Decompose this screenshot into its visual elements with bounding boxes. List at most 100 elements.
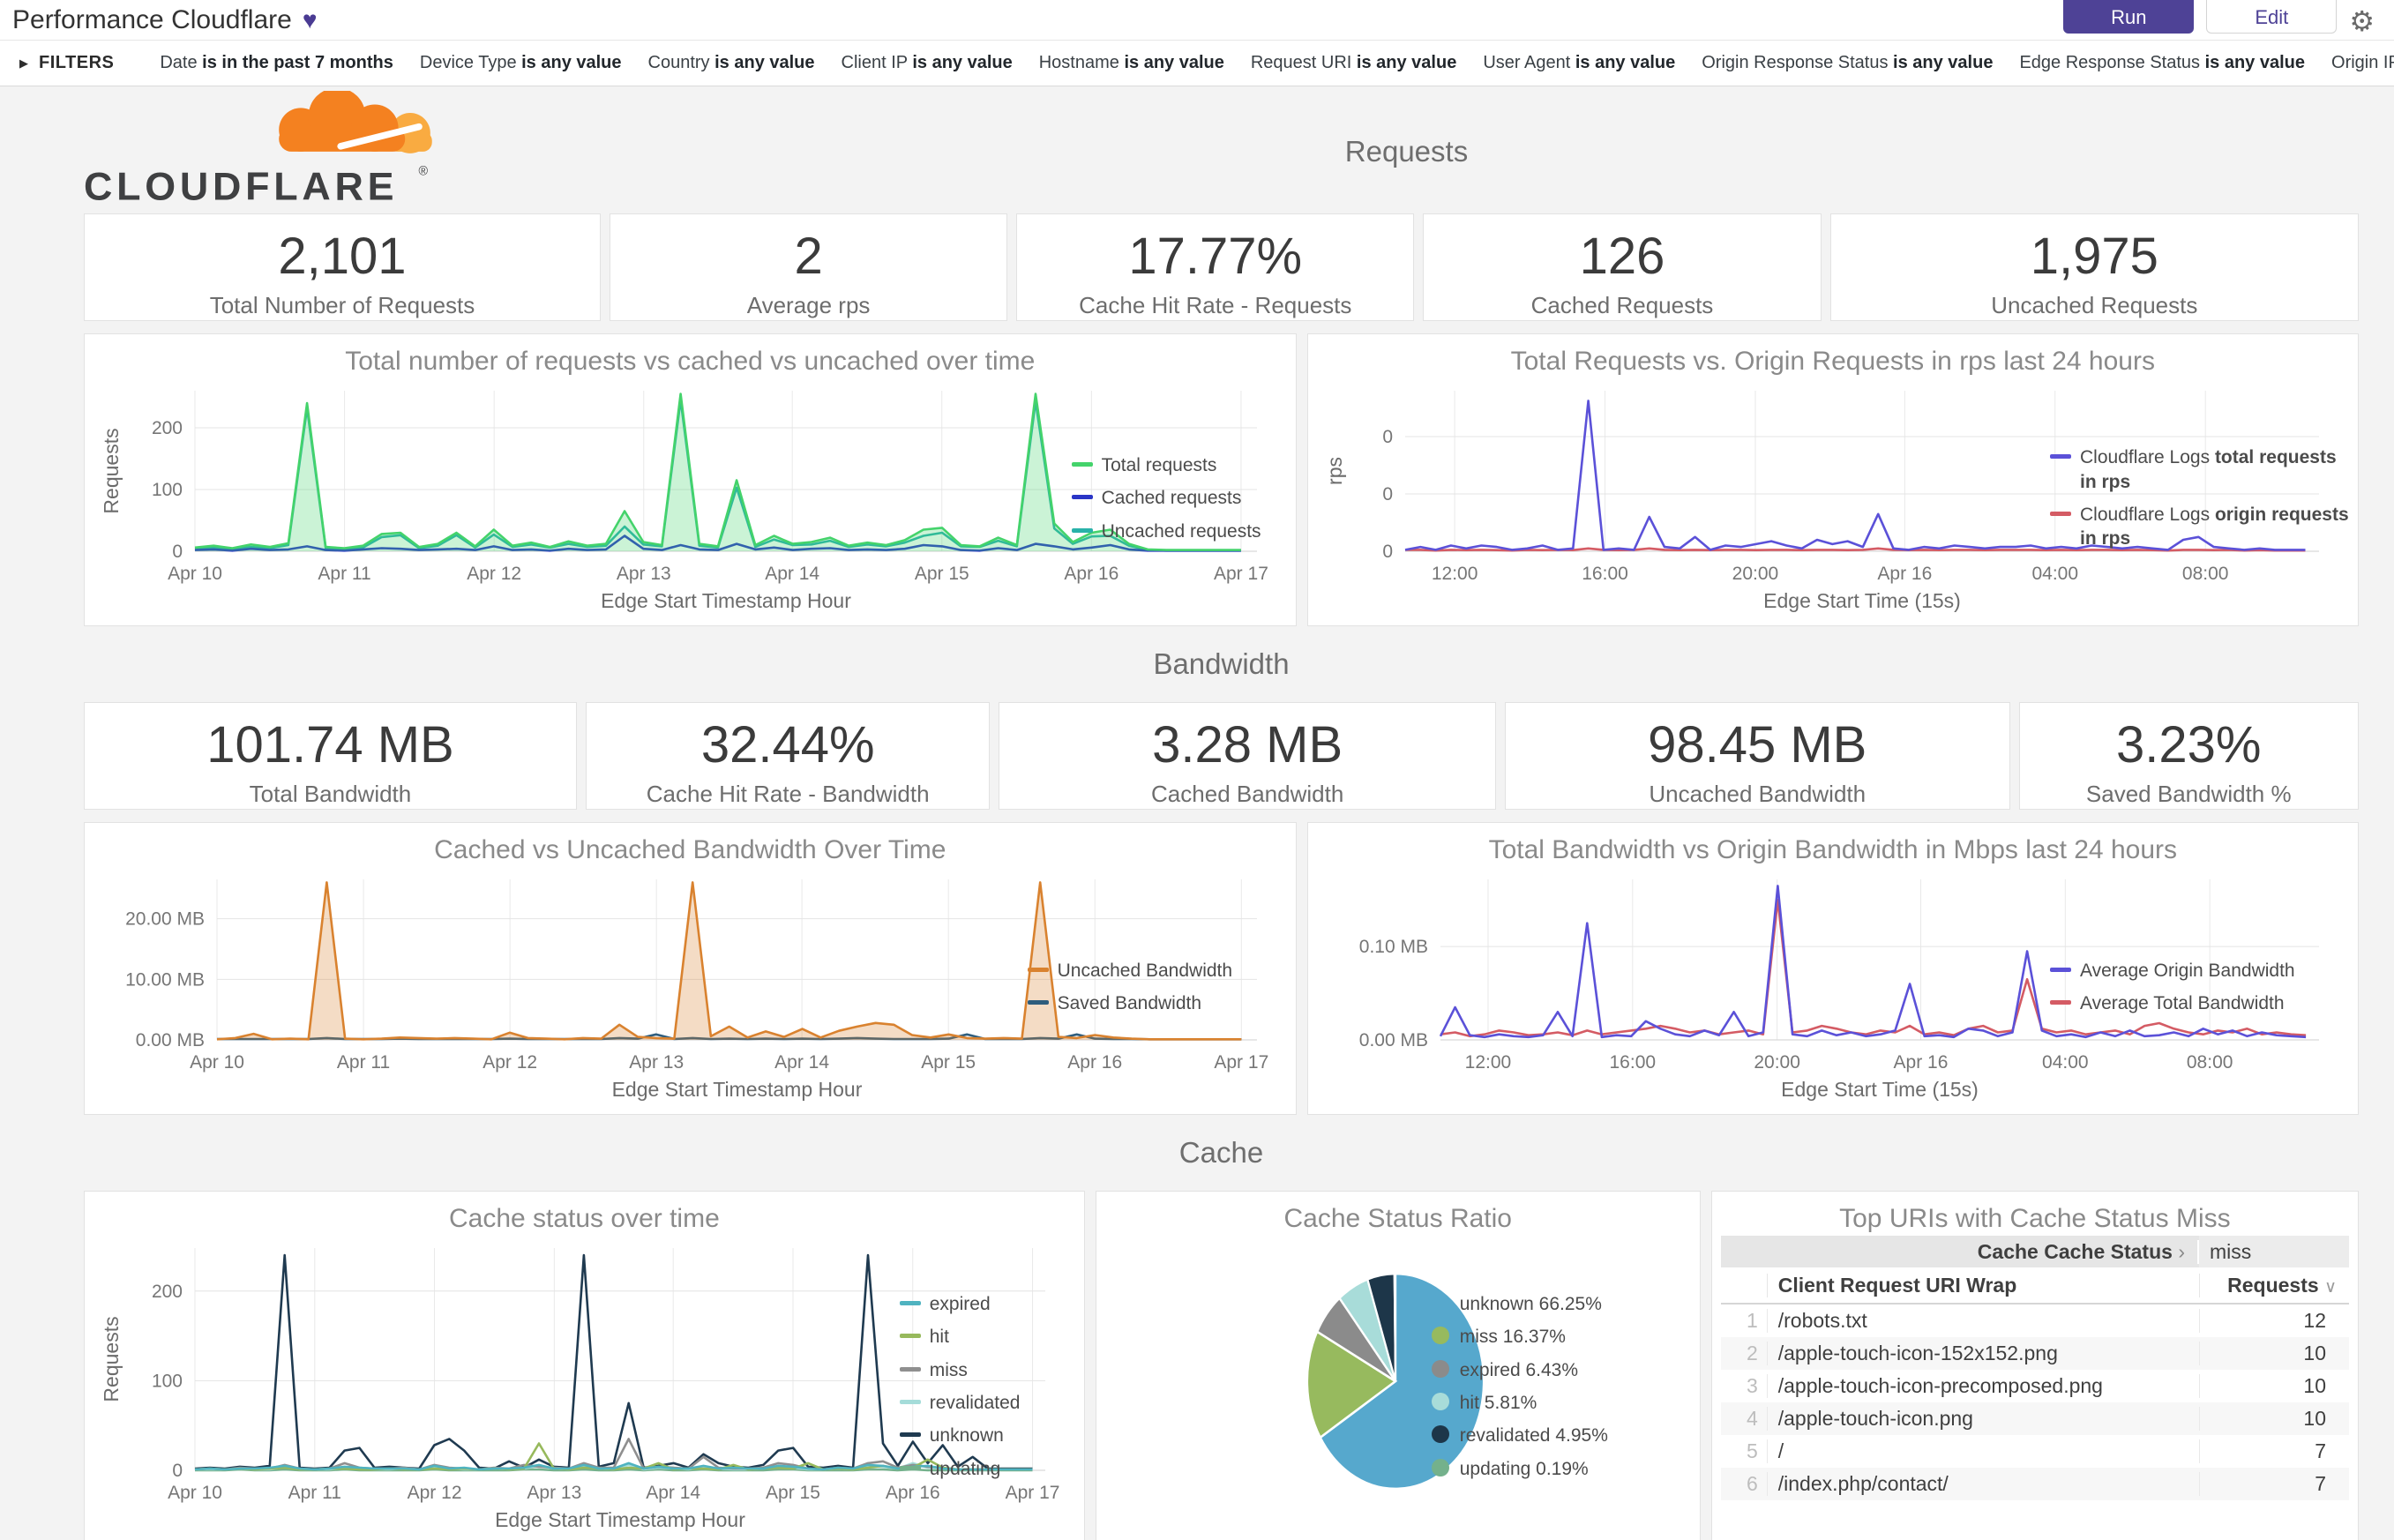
legend-item-revalidated[interactable]: revalidated 4.95% xyxy=(1431,1424,1691,1447)
row-uri[interactable]: /robots.txt xyxy=(1766,1309,2199,1333)
legend-item-Uncached Bandwidth[interactable]: Uncached Bandwidth xyxy=(1027,959,1287,983)
bandwidth-charts-row: Cached vs Uncached Bandwidth Over Time A… xyxy=(84,822,2359,1115)
filter-origin-response-status[interactable]: Origin Response Status is any value xyxy=(1702,53,1994,72)
chart-legend: Cloudflare Logs total requests in rps Clo… xyxy=(2045,378,2349,618)
kpi-total-bandwidth: 101.74 MB Total Bandwidth xyxy=(84,702,577,810)
filter-country[interactable]: Country is any value xyxy=(647,53,815,72)
row-requests[interactable]: 12 xyxy=(2199,1309,2349,1333)
svg-text:Edge Start Time (15s): Edge Start Time (15s) xyxy=(1763,589,1961,612)
legend-item-unknown[interactable]: unknown xyxy=(899,1424,1075,1447)
gear-icon[interactable]: ⚙ xyxy=(2349,4,2375,37)
legend-swatch xyxy=(1071,527,1093,533)
table-row[interactable]: 1/robots.txt 12 xyxy=(1721,1305,2349,1337)
legend-item-total requests in rps[interactable]: Cloudflare Logs total requests in rps xyxy=(2050,445,2349,494)
svg-text:Apr 15: Apr 15 xyxy=(921,1052,976,1073)
row-uri[interactable]: /index.php/contact/ xyxy=(1766,1472,2199,1496)
legend-item-updating[interactable]: updating xyxy=(899,1457,1075,1481)
legend-item-miss[interactable]: miss 16.37% xyxy=(1431,1325,1691,1349)
svg-text:Apr 14: Apr 14 xyxy=(765,564,819,584)
kpi-label: Cache Hit Rate - Bandwidth xyxy=(646,780,930,807)
legend-item-Cached requests[interactable]: Cached requests xyxy=(1071,486,1287,510)
svg-text:Requests: Requests xyxy=(100,1316,123,1402)
row-requests[interactable]: 10 xyxy=(2199,1342,2349,1365)
legend-item-updating[interactable]: updating 0.19% xyxy=(1431,1457,1691,1481)
svg-text:20.00 MB: 20.00 MB xyxy=(125,909,205,930)
table-row[interactable]: 2/apple-touch-icon-152x152.png 10 xyxy=(1720,1337,2349,1370)
table-row[interactable]: 3/apple-touch-icon-precomposed.png 10 xyxy=(1721,1370,2349,1402)
legend-label: Cached requests xyxy=(1101,488,1242,509)
panel-requests-over-time: Total number of requests vs cached vs un… xyxy=(84,333,1297,626)
legend-item-expired[interactable]: expired 6.43% xyxy=(1431,1358,1691,1382)
row-uri[interactable]: / xyxy=(1766,1439,2199,1463)
legend-item-Average Origin Bandwidth[interactable]: Average Origin Bandwidth xyxy=(2050,959,2349,983)
pivot-field-label[interactable]: Cache Cache Status › xyxy=(1721,1239,2199,1264)
svg-text:Edge Start Timestamp Hour: Edge Start Timestamp Hour xyxy=(495,1508,745,1531)
legend-item-expired[interactable]: expired xyxy=(899,1292,1075,1316)
pie-plot[interactable] xyxy=(1105,1236,1485,1537)
filter-client-ip[interactable]: Client IP is any value xyxy=(841,53,1013,72)
legend-label: Uncached requests xyxy=(1101,520,1261,542)
chart-plot[interactable]: Apr 10 Apr 11 Apr 12 Apr 13 Apr 14 Apr 15 Apr … xyxy=(94,1236,1059,1537)
svg-text:Apr 12: Apr 12 xyxy=(467,564,521,584)
legend-item-Average Total Bandwidth[interactable]: Average Total Bandwidth xyxy=(2050,991,2349,1015)
table-row[interactable]: 4/apple-touch-icon.png 10 xyxy=(1720,1402,2349,1435)
filters-label[interactable]: FILTERS xyxy=(39,53,115,72)
svg-text:10.00 MB: 10.00 MB xyxy=(125,969,205,990)
svg-text:100: 100 xyxy=(152,480,183,500)
filter-edge-response-status[interactable]: Edge Response Status is any value xyxy=(2019,53,2306,72)
filter-origin-ip[interactable]: Origin IP is any value xyxy=(2331,53,2394,72)
legend-item-Uncached requests[interactable]: Uncached requests xyxy=(1071,520,1287,543)
table-row[interactable]: 6/index.php/contact/7 xyxy=(1720,1468,2349,1500)
kpi-label: Total Bandwidth xyxy=(249,780,412,807)
legend-item-hit[interactable]: hit 5.81% xyxy=(1431,1391,1691,1415)
legend-swatch xyxy=(899,1400,921,1404)
legend-item-hit[interactable]: hit xyxy=(899,1325,1075,1349)
cloudflare-cloud-icon xyxy=(279,86,432,153)
svg-text:04:00: 04:00 xyxy=(2031,564,2078,584)
column-header-uri[interactable]: Client Request URI Wrap xyxy=(1766,1273,2199,1297)
column-header-requests[interactable]: Requests ∨ xyxy=(2199,1273,2349,1297)
chart-plot[interactable]: Apr 10 Apr 11 Apr 12 Apr 13 Apr 14 Apr 15 Apr … xyxy=(94,378,1268,618)
legend-item-miss[interactable]: miss xyxy=(899,1358,1075,1382)
legend-item-Total requests[interactable]: Total requests xyxy=(1071,453,1287,477)
row-requests[interactable]: 10 xyxy=(2199,1407,2349,1431)
pivot-header-band: Cache Cache Status › miss xyxy=(1720,1236,2349,1267)
row-uri[interactable]: /apple-touch-icon-152x152.png xyxy=(1766,1342,2199,1365)
svg-text:Edge Start Timestamp Hour: Edge Start Timestamp Hour xyxy=(601,589,851,612)
kpi-value: 17.77% xyxy=(1128,228,1303,285)
row-requests[interactable]: 10 xyxy=(2199,1374,2349,1398)
svg-text:04:00: 04:00 xyxy=(2042,1052,2089,1073)
kpi-value: 3.28 MB xyxy=(1152,716,1343,774)
svg-text:0: 0 xyxy=(1382,484,1393,505)
filter-request-uri[interactable]: Request URI is any value xyxy=(1250,53,1457,72)
legend-label: hit xyxy=(929,1327,949,1348)
run-button[interactable]: Run xyxy=(2063,0,2195,34)
table-row[interactable]: 5 /7 xyxy=(1721,1435,2349,1468)
chart-title: Total Bandwidth vs Origin Bandwidth in M… xyxy=(1488,835,2177,864)
chart-plot[interactable]: 12:00 16:00 20:00 Apr 16 04:00 08:00 0 0 0 rps Edg… xyxy=(1317,378,2319,618)
chart-plot[interactable]: 12:00 16:00 20:00 Apr 16 04:00 08:00 0.00 MB 0.… xyxy=(1317,867,2319,1107)
filter-date[interactable]: Date is in the past 7 months xyxy=(160,53,393,72)
kpi-cache-hit-rate-bandwidth: 32.44% Cache Hit Rate - Bandwidth xyxy=(585,702,991,810)
filter-device-type[interactable]: Device Type is any value xyxy=(419,53,622,72)
row-requests[interactable]: 7 xyxy=(2199,1439,2349,1463)
svg-text:08:00: 08:00 xyxy=(2182,564,2229,584)
filter-user-agent[interactable]: User Agent is any value xyxy=(1483,53,1676,72)
chart-plot[interactable]: Apr 10 Apr 11 Apr 12 Apr 13 Apr 14 Apr 15 Apr … xyxy=(94,867,1268,1107)
legend-item-unknown[interactable]: unknown 66.25% xyxy=(1431,1292,1691,1316)
chart-title: Total Requests vs. Origin Requests in rp… xyxy=(1510,347,2155,376)
row-uri[interactable]: /apple-touch-icon.png xyxy=(1766,1407,2199,1431)
pivot-value[interactable]: miss xyxy=(2199,1236,2349,1267)
kpi-average-rps: 2 Average rps xyxy=(609,213,1008,321)
svg-text:Apr 10: Apr 10 xyxy=(168,564,222,584)
svg-text:Apr 12: Apr 12 xyxy=(408,1483,462,1503)
row-uri[interactable]: /apple-touch-icon-precomposed.png xyxy=(1766,1374,2199,1398)
legend-item-revalidated[interactable]: revalidated xyxy=(899,1391,1075,1415)
filters-expand-caret-icon[interactable]: ▶ xyxy=(19,56,28,70)
legend-item-origin requests in rps[interactable]: Cloudflare Logs origin requests in rps xyxy=(2050,503,2349,551)
edit-button[interactable]: Edit xyxy=(2206,0,2338,34)
filter-hostname[interactable]: Hostname is any value xyxy=(1038,53,1224,72)
row-requests[interactable]: 7 xyxy=(2199,1472,2349,1496)
legend-item-Saved Bandwidth[interactable]: Saved Bandwidth xyxy=(1027,991,1287,1015)
svg-text:Apr 15: Apr 15 xyxy=(766,1483,820,1503)
